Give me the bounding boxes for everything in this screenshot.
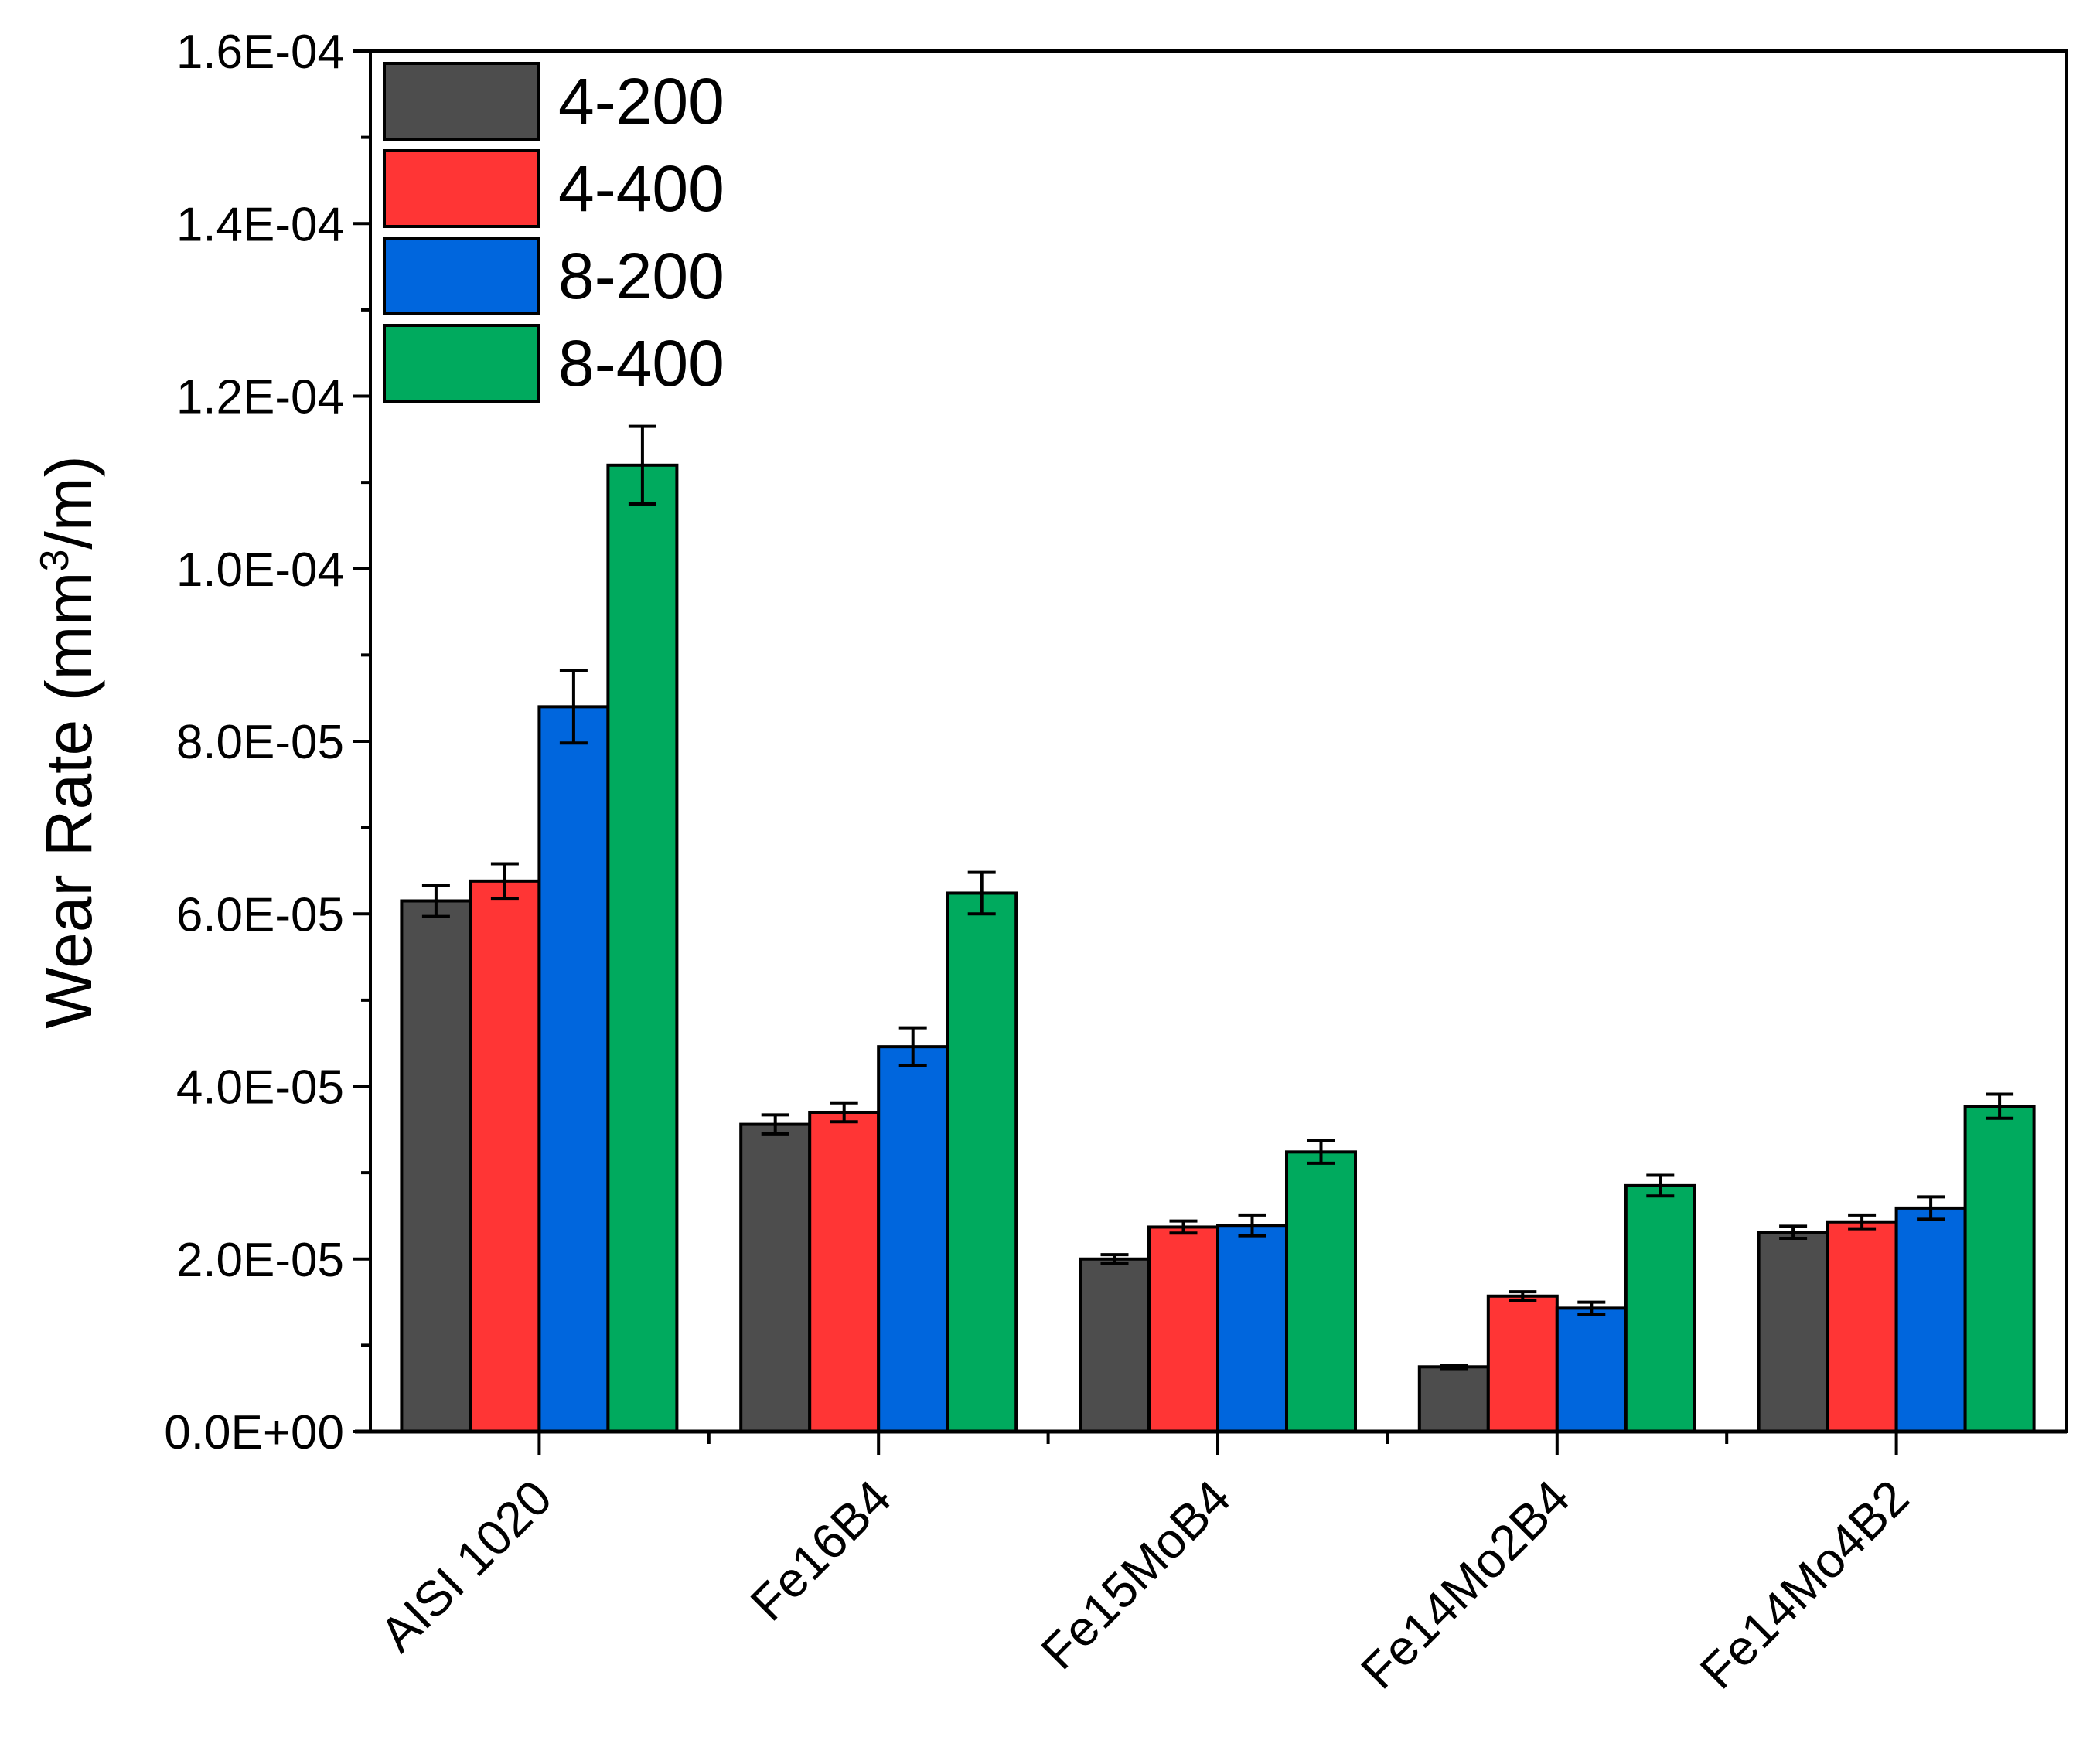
error-bar — [628, 424, 656, 506]
bar-8-200-AISI-1020 — [537, 705, 610, 1433]
error-bar — [1848, 1213, 1877, 1231]
error-bar — [1577, 1300, 1606, 1316]
y-tick-label: 1.0E-04 — [176, 543, 344, 597]
legend-swatch-8-200 — [383, 237, 540, 315]
bar-4-400-Fe16B4 — [808, 1110, 881, 1434]
bar-4-400-Fe15MoB4 — [1147, 1225, 1219, 1433]
bar-4-200-Fe14Mo4B2 — [1757, 1231, 1829, 1433]
bar-8-200-Fe15MoB4 — [1216, 1224, 1288, 1434]
legend-swatch-8-400 — [383, 324, 540, 403]
bar-8-400-Fe14Mo4B2 — [1963, 1105, 2036, 1433]
y-tick-label: 2.0E-05 — [176, 1234, 344, 1287]
bar-4-400-Fe14Mo4B2 — [1826, 1220, 1898, 1433]
x-tick-label: Fe15MoB4 — [1031, 1469, 1241, 1680]
error-bar — [1917, 1195, 1945, 1221]
y-tick-label: 1.6E-04 — [176, 26, 344, 79]
bar-4-200-Fe16B4 — [739, 1122, 812, 1433]
error-bar — [898, 1026, 927, 1067]
legend: 4-200 4-400 8-200 8-400 — [383, 62, 724, 403]
error-bar — [490, 862, 519, 901]
x-tick-label: Fe14Mo4B2 — [1689, 1469, 1919, 1699]
bar-4-400-AISI-1020 — [469, 879, 541, 1433]
bar-8-200-Fe14Mo4B2 — [1894, 1206, 1967, 1433]
bar-8-200-Fe16B4 — [877, 1045, 949, 1433]
error-bar — [1986, 1092, 2014, 1120]
y-tick-label: 1.4E-04 — [176, 198, 344, 251]
y-tick-label: 8.0E-05 — [176, 716, 344, 769]
legend-swatch-4-400 — [383, 149, 540, 228]
y-tick-label: 4.0E-05 — [176, 1061, 344, 1115]
error-bar — [421, 884, 450, 918]
bar-4-200-Fe15MoB4 — [1079, 1257, 1151, 1433]
error-bar — [830, 1101, 858, 1124]
y-tick-label: 0.0E+00 — [164, 1406, 344, 1459]
bar-8-400-Fe16B4 — [946, 891, 1018, 1433]
bar-4-200-Fe14Mo2B4 — [1417, 1365, 1490, 1433]
legend-label: 8-400 — [558, 327, 724, 400]
x-tick-label: Fe14Mo2B4 — [1350, 1469, 1580, 1699]
x-tick-label: Fe16B4 — [740, 1469, 902, 1631]
error-bar — [1238, 1213, 1266, 1238]
error-bar — [1307, 1139, 1335, 1165]
legend-label: 4-400 — [558, 152, 724, 225]
bar-4-400-Fe14Mo2B4 — [1486, 1294, 1559, 1434]
error-bar — [1509, 1290, 1537, 1302]
error-bar — [559, 669, 588, 745]
bar-8-400-Fe15MoB4 — [1285, 1150, 1357, 1433]
legend-label: 4-200 — [558, 65, 724, 138]
bars-layer — [400, 424, 2036, 1434]
error-bar — [1779, 1224, 1808, 1240]
legend-label: 8-200 — [558, 240, 724, 312]
x-tick-label: AISI 1020 — [370, 1469, 563, 1663]
legend-swatch-4-200 — [383, 62, 540, 141]
y-tick-label: 1.2E-04 — [176, 371, 344, 424]
error-bar — [1100, 1253, 1129, 1265]
error-bar — [967, 870, 996, 916]
bar-8-200-Fe14Mo2B4 — [1555, 1306, 1628, 1433]
y-axis-label: Wear Rate (mm3/m) — [32, 455, 105, 1028]
y-tick-label: 6.0E-05 — [176, 888, 344, 941]
y-axis-label-superscript: 3 — [32, 550, 77, 572]
error-bar — [1440, 1364, 1468, 1371]
error-bar — [761, 1113, 789, 1136]
bar-8-400-AISI-1020 — [606, 463, 679, 1433]
bar-8-400-Fe14Mo2B4 — [1624, 1183, 1696, 1434]
error-bar — [1169, 1219, 1198, 1235]
bar-4-200-AISI-1020 — [400, 899, 472, 1433]
error-bar — [1646, 1173, 1675, 1198]
